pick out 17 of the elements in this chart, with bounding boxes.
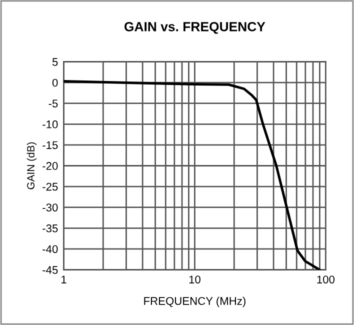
y-tick-label: -15 — [42, 141, 58, 150]
x-tick-label: 10 — [189, 276, 200, 284]
x-tick-label: 100 — [317, 276, 335, 284]
y-tick-label: -10 — [42, 120, 58, 128]
x-axis-title: FREQUENCY (MHz) — [144, 296, 246, 308]
y-tick-label: -35 — [42, 224, 58, 232]
chart-title: GAIN vs. FREQUENCY — [124, 22, 266, 34]
y-tick-label: 0 — [52, 78, 58, 87]
y-tick-label: -40 — [42, 245, 58, 254]
y-tick-label: -45 — [42, 266, 58, 274]
y-axis-title: GAIN (dB) — [26, 142, 37, 190]
y-tick-label: -25 — [42, 182, 58, 191]
y-tick-label: -20 — [42, 162, 58, 170]
y-tick-label: -5 — [48, 100, 58, 108]
y-tick-label: -30 — [42, 204, 58, 212]
x-tick-label: 1 — [61, 276, 66, 284]
y-tick-label: 5 — [52, 58, 58, 66]
